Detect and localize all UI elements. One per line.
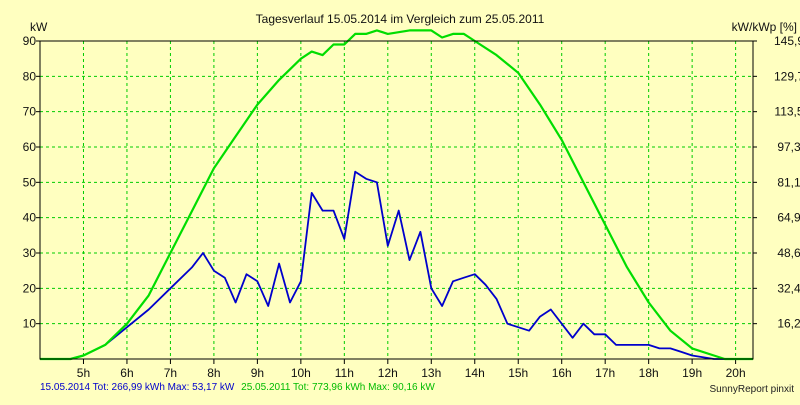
series-line-25-05-2011: [40, 29, 753, 361]
y-tick-label-right: 48,6: [777, 246, 800, 260]
y-tick-label-right: 16,2: [777, 317, 800, 331]
x-tick-label: 15h: [508, 366, 528, 380]
x-tick-label: 18h: [639, 366, 659, 380]
x-tick-label: 12h: [378, 366, 398, 380]
legend-series-2014: 15.05.2014 Tot: 266,99 kWh Max: 53,17 kW: [40, 382, 235, 393]
series-line-15-05-2014: [40, 170, 753, 360]
y-tick-label-right: 81,1: [777, 175, 800, 189]
y-tick-label-left: 50: [23, 175, 37, 189]
y-tick-label-left: 90: [23, 34, 37, 48]
x-tick-label: 6h: [120, 366, 133, 380]
x-tick-label: 11h: [335, 366, 354, 380]
y-tick-label-left: 20: [23, 281, 37, 295]
y-tick-label-right: 64,9: [777, 211, 800, 225]
x-tick-label: 9h: [251, 366, 264, 380]
y-tick-label-left: 70: [23, 105, 37, 119]
plot-area: [40, 41, 753, 359]
x-tick-label: 5h: [77, 366, 90, 380]
x-tick-label: 14h: [465, 366, 485, 380]
x-tick-label: 7h: [164, 366, 177, 380]
y-tick-label-left: 40: [23, 211, 37, 225]
y-tick-label-left: 30: [23, 246, 37, 260]
x-tick-label: 16h: [552, 366, 572, 380]
brand-label: SunnyReport pinxit: [709, 384, 795, 395]
chart-footer-legend: 15.05.2014 Tot: 266,99 kWh Max: 53,17 kW…: [40, 382, 439, 393]
y-tick-label-left: 60: [23, 140, 37, 154]
chart-title: Tagesverlauf 15.05.2014 im Vergleich zum…: [256, 12, 545, 26]
y-tick-label-left: 80: [23, 69, 37, 83]
y-tick-label-right: 145,9: [774, 34, 800, 48]
y-tick-label-right: 129,7: [774, 69, 800, 83]
x-tick-label: 13h: [421, 366, 441, 380]
legend-series-2011: 25.05.2011 Tot: 773,96 kWh Max: 90,16 kW: [241, 382, 435, 393]
y-tick-label-right: 97,3: [777, 140, 800, 154]
plot-border: [39, 40, 754, 360]
y-axis-label-left: kW: [30, 20, 48, 34]
x-tick-label: 8h: [207, 366, 220, 380]
x-tick-label: 10h: [291, 366, 311, 380]
x-tick-label: 17h: [595, 366, 615, 380]
y-tick-label-right: 113,5: [774, 105, 800, 119]
x-tick-label: 20h: [726, 366, 746, 380]
x-tick-label: 19h: [682, 366, 702, 380]
y-tick-label-left: 10: [23, 317, 37, 331]
y-axis-label-right: kW/kWp [%]: [732, 20, 797, 34]
y-tick-label-right: 32,4: [777, 281, 800, 295]
